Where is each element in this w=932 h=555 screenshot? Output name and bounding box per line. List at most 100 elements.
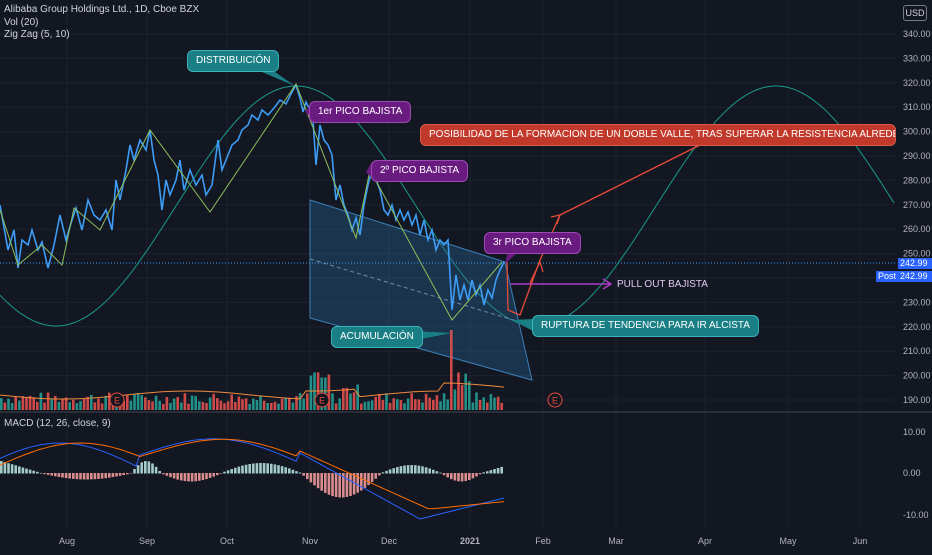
- macd-histogram-bar: [18, 466, 21, 474]
- symbol-title[interactable]: Alibaba Group Holdings Ltd., 1D, Cboe BZ…: [4, 4, 200, 15]
- macd-histogram-bar: [219, 473, 223, 474]
- volume-bar: [266, 403, 269, 410]
- macd-histogram-bar: [90, 473, 93, 480]
- macd-histogram-bar: [392, 468, 395, 474]
- volume-bar: [280, 398, 284, 410]
- sine-cycle-line: [0, 85, 895, 327]
- time-axis-label: Aug: [59, 536, 75, 546]
- volume-bar: [457, 372, 460, 410]
- macd-histogram-bar: [252, 463, 255, 474]
- volume-bar: [385, 393, 388, 410]
- macd-histogram-bar: [133, 469, 136, 474]
- macd-histogram-bar: [298, 472, 302, 474]
- volume-bar: [21, 396, 25, 410]
- macd-axis[interactable]: 10.00 0.00 -10.00: [903, 427, 929, 520]
- volume-bar: [309, 375, 313, 410]
- volume-bar: [144, 397, 147, 410]
- volume-bar: [154, 395, 158, 410]
- macd-histogram-bar: [428, 468, 431, 474]
- macd-histogram-bar: [280, 466, 284, 474]
- time-axis-label: Feb: [535, 536, 551, 546]
- post-price-value: 242.99: [900, 271, 928, 281]
- volume-bar: [489, 394, 493, 410]
- earnings-marker[interactable]: E: [314, 392, 330, 408]
- macd-histogram-bar: [460, 473, 464, 482]
- volume-bar: [147, 400, 151, 410]
- volume-bar: [198, 401, 201, 410]
- volume-bar: [356, 384, 359, 410]
- macd-histogram-bar: [180, 473, 183, 481]
- macd-indicator-label[interactable]: MACD (12, 26, close, 9): [4, 418, 111, 429]
- callout-ruptura[interactable]: RUPTURA DE TENDENCIA PARA IR ALCISTA: [532, 315, 759, 337]
- volume-bar: [122, 400, 125, 410]
- price-axis[interactable]: 340.00 330.00 320.00 310.00 300.00 290.00 280.…: [903, 29, 931, 405]
- volume-bar: [284, 397, 287, 410]
- macd-histogram-bar: [255, 463, 259, 474]
- channel-midline: [309, 258, 521, 323]
- macd-histogram-bar: [57, 473, 61, 477]
- volume-ma-line: [0, 382, 505, 400]
- volume-bar: [295, 396, 298, 410]
- macd-histogram-bar: [309, 473, 313, 483]
- macd-histogram-bar: [21, 467, 25, 474]
- volume-indicator-label[interactable]: Vol (20): [4, 16, 39, 28]
- volume-bar: [388, 402, 392, 410]
- volume-bar: [223, 403, 226, 410]
- volume-bar: [392, 398, 395, 410]
- macd-histogram-bar: [302, 473, 305, 476]
- macd-histogram-bar: [482, 472, 485, 474]
- macd-histogram-bar: [190, 473, 194, 482]
- macd-histogram-bar: [450, 473, 453, 480]
- volume-bar: [277, 403, 280, 410]
- volume-bar: [424, 393, 428, 410]
- macd-histogram-bar: [457, 473, 460, 482]
- macd-histogram-bar: [54, 473, 57, 477]
- volume-bar: [50, 398, 53, 410]
- volume-bar: [93, 402, 97, 410]
- volume-bar: [100, 403, 104, 410]
- volume-bar: [219, 400, 223, 410]
- macd-histogram-bar: [475, 473, 478, 477]
- currency-button[interactable]: USD: [903, 5, 927, 21]
- macd-histogram-bar: [270, 463, 273, 474]
- macd-histogram-bar: [399, 466, 403, 474]
- price-axis-label: 300.00: [903, 127, 931, 137]
- callout-pico3[interactable]: 3r PICO BAJISTA: [484, 232, 581, 254]
- macd-histogram-bar: [273, 464, 277, 474]
- macd-histogram-bar: [61, 473, 64, 478]
- volume-bar: [370, 400, 374, 410]
- callout-acumulacion[interactable]: ACUMULACIÓN: [331, 326, 423, 348]
- macd-histogram-bar: [241, 465, 244, 474]
- volume-bar: [302, 398, 305, 410]
- callout-distribucion[interactable]: DISTRIBUICIÓN: [187, 50, 280, 72]
- callout-pico1[interactable]: 1er PICO BAJISTA: [309, 101, 412, 123]
- volume-bar: [435, 395, 439, 410]
- time-axis[interactable]: Aug Sep Oct Nov Dec 2021 Feb Mar Apr May Jun: [59, 536, 867, 546]
- volume-bar: [201, 401, 205, 410]
- macd-histogram-bar: [421, 466, 424, 474]
- macd-histogram-bar: [68, 473, 71, 479]
- volume-bar: [57, 401, 61, 410]
- zigzag-indicator-label[interactable]: Zig Zag (5, 10): [4, 29, 70, 40]
- volume-bar: [25, 398, 28, 410]
- volume-bar: [86, 396, 89, 410]
- callout-posibilidad[interactable]: POSIBILIDAD DE LA FORMACION DE UN DOBLE …: [420, 124, 896, 146]
- volume-bar: [3, 402, 7, 410]
- callout-pico2[interactable]: 2º PICO BAJISTA: [371, 160, 469, 182]
- earnings-marker[interactable]: E: [109, 392, 125, 408]
- macd-histogram-bar: [82, 473, 86, 480]
- macd-histogram-bar: [378, 473, 381, 476]
- volume-bar: [28, 395, 32, 410]
- earnings-marker[interactable]: E: [547, 392, 563, 408]
- macd-histogram-bar: [10, 464, 14, 474]
- macd-histogram-bar: [118, 473, 122, 476]
- price-axis-label: 340.00: [903, 29, 931, 39]
- macd-histogram-bar: [151, 463, 154, 474]
- price-axis-label: 250.00: [903, 249, 931, 259]
- macd-histogram-bar: [331, 473, 334, 497]
- volume-bar: [410, 393, 413, 410]
- last-price-tag: 242.99: [898, 258, 932, 269]
- macd-axis-label: -10.00: [903, 510, 929, 520]
